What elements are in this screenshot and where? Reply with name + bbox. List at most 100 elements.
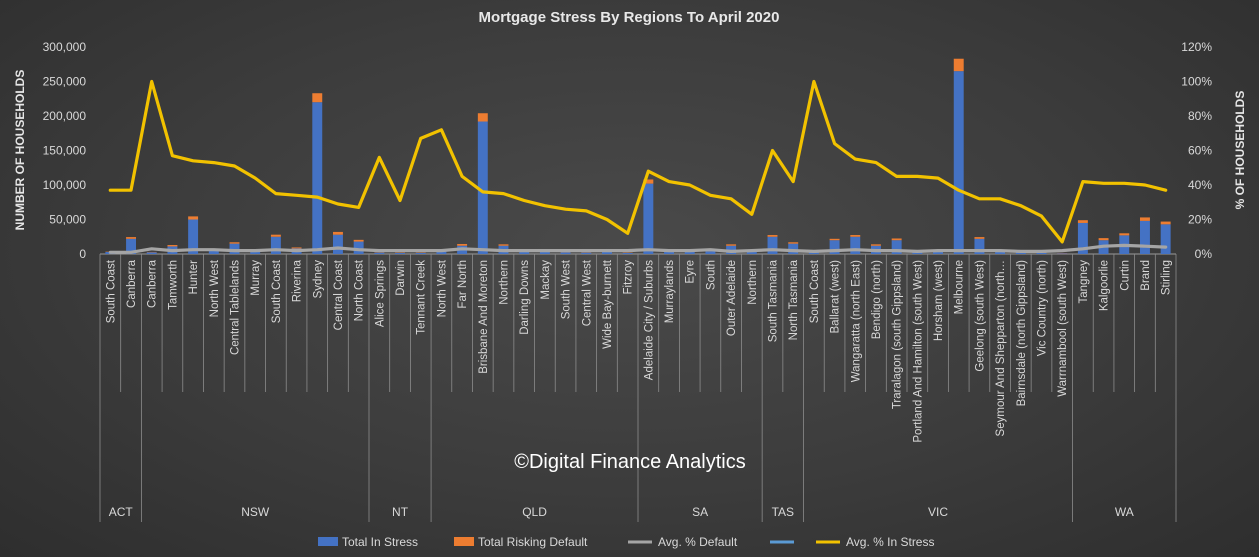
category-labels: South Coast Canberra Canberra Tamworth Hunte… bbox=[105, 259, 1172, 442]
line-avg-in-stress bbox=[108, 79, 1168, 244]
bar-total-risking-default bbox=[498, 244, 509, 246]
bar-total-risking-default bbox=[767, 235, 778, 237]
bar-total-risking-default bbox=[457, 243, 468, 246]
watermark: ©Digital Finance Analytics bbox=[514, 451, 746, 473]
category-label: South Coast bbox=[809, 259, 821, 323]
category-label: North Coast bbox=[354, 259, 366, 321]
category-label: Kalgoorlie bbox=[1099, 260, 1111, 311]
bar-total-in-stress bbox=[767, 236, 778, 254]
bar-total-in-stress bbox=[601, 251, 612, 254]
category-label: Riverina bbox=[292, 259, 304, 302]
bar-total-in-stress bbox=[1036, 252, 1047, 254]
category-label: South West bbox=[561, 259, 573, 319]
category-label: Murraylands bbox=[664, 260, 676, 324]
group-label: NSW bbox=[241, 505, 270, 519]
bar-total-in-stress bbox=[705, 251, 716, 254]
line-avg-default bbox=[108, 243, 1168, 254]
category-label: Northern bbox=[499, 260, 511, 305]
y2-tick-label: 20% bbox=[1188, 213, 1212, 227]
bar-total-in-stress bbox=[643, 183, 654, 254]
category-label: Canberra bbox=[126, 259, 138, 308]
bar-total-risking-default bbox=[1077, 220, 1088, 223]
bar-total-in-stress bbox=[581, 252, 592, 254]
category-label: South Tasmania bbox=[768, 259, 780, 342]
bar-total-in-stress bbox=[250, 251, 261, 254]
bar-total-risking-default bbox=[829, 238, 840, 241]
y2-tick-label: 120% bbox=[1181, 40, 1212, 54]
category-label: Bairnsdale (north Gippsland) bbox=[1016, 260, 1028, 407]
y-tick-label: 100,000 bbox=[43, 178, 87, 192]
category-label: Tennant Creek bbox=[416, 260, 428, 335]
group-label: WA bbox=[1115, 505, 1134, 519]
category-label: Stirling bbox=[1161, 260, 1173, 295]
category-label: Central West bbox=[581, 259, 593, 326]
bar-total-risking-default bbox=[1139, 217, 1150, 221]
category-label: Outer Adelaide bbox=[726, 260, 738, 336]
legend: Total In Stress Total Risking Default Avg.… bbox=[318, 535, 934, 549]
bar-total-in-stress bbox=[1160, 224, 1171, 254]
y2-axis-ticks: 0% 20% 40% 60% 80% 100% 120% bbox=[1181, 40, 1212, 261]
bar-total-in-stress bbox=[1057, 253, 1068, 254]
category-label: Ballarat (west) bbox=[830, 260, 842, 334]
group-label: TAS bbox=[772, 505, 794, 519]
bar-total-risking-default bbox=[188, 216, 199, 220]
bar-total-in-stress bbox=[188, 219, 199, 254]
bar-series bbox=[105, 58, 1171, 255]
category-label: Wangaratta (north East) bbox=[850, 260, 862, 382]
category-label: Adelaide City / Suburbs bbox=[643, 260, 655, 380]
category-label: Darwin bbox=[395, 260, 407, 296]
bar-total-in-stress bbox=[953, 71, 964, 255]
y-tick-label: 250,000 bbox=[43, 75, 87, 89]
y2-axis-title: % OF HOUSEHOLDS bbox=[1233, 91, 1247, 210]
bar-total-in-stress bbox=[126, 238, 137, 254]
category-label: Canberra bbox=[147, 259, 159, 308]
category-label: Brisbane And Moreton bbox=[478, 260, 490, 374]
bar-total-in-stress bbox=[229, 243, 240, 254]
legend-label: Total In Stress bbox=[342, 535, 418, 549]
group-label: QLD bbox=[522, 505, 547, 519]
bar-total-risking-default bbox=[332, 231, 343, 235]
bar-total-in-stress bbox=[270, 236, 281, 254]
bar-total-in-stress bbox=[353, 241, 364, 254]
y2-tick-label: 0% bbox=[1195, 247, 1213, 261]
category-label: Northern bbox=[747, 260, 759, 305]
bar-total-risking-default bbox=[974, 237, 985, 239]
bar-total-in-stress bbox=[684, 251, 695, 254]
category-label: Traralagon (south Gippsland) bbox=[892, 260, 904, 409]
category-label: Brand bbox=[1140, 260, 1152, 291]
bar-total-in-stress bbox=[664, 250, 675, 254]
bar-total-risking-default bbox=[167, 245, 178, 247]
y-tick-label: 0 bbox=[79, 247, 86, 261]
bar-total-in-stress bbox=[415, 252, 426, 254]
category-label: South Coast bbox=[105, 259, 117, 323]
bar-total-in-stress bbox=[519, 251, 530, 254]
category-label: Eyre bbox=[685, 260, 697, 284]
bar-total-in-stress bbox=[1077, 222, 1088, 254]
category-label: Geelong (south West) bbox=[974, 260, 986, 372]
y2-tick-label: 80% bbox=[1188, 109, 1212, 123]
bar-total-in-stress bbox=[560, 252, 571, 254]
category-label: Seymour And Shepparton (north… bbox=[995, 260, 1007, 436]
bar-total-risking-default bbox=[1119, 233, 1130, 236]
bar-total-in-stress bbox=[933, 251, 944, 254]
bar-total-risking-default bbox=[891, 238, 902, 241]
bar-total-in-stress bbox=[829, 240, 840, 254]
y-tick-label: 50,000 bbox=[49, 213, 86, 227]
bar-total-risking-default bbox=[291, 247, 302, 249]
bar-total-risking-default bbox=[1160, 221, 1171, 225]
bar-total-in-stress bbox=[850, 236, 861, 254]
bar-total-risking-default bbox=[788, 242, 799, 244]
category-label: Darling Downs bbox=[519, 260, 531, 335]
bar-total-in-stress bbox=[746, 251, 757, 254]
group-label: NT bbox=[392, 505, 409, 519]
category-label: South Coast bbox=[271, 259, 283, 323]
bar-total-risking-default bbox=[312, 93, 323, 103]
category-label: Curtin bbox=[1119, 260, 1131, 291]
bar-total-in-stress bbox=[912, 252, 923, 254]
category-label: North Tasmania bbox=[788, 259, 800, 340]
category-label: Central Tablelands bbox=[230, 260, 242, 355]
category-label: Central Coast bbox=[333, 259, 345, 330]
group-label: VIC bbox=[928, 505, 948, 519]
bar-total-risking-default bbox=[353, 239, 364, 242]
bar-total-in-stress bbox=[974, 238, 985, 254]
